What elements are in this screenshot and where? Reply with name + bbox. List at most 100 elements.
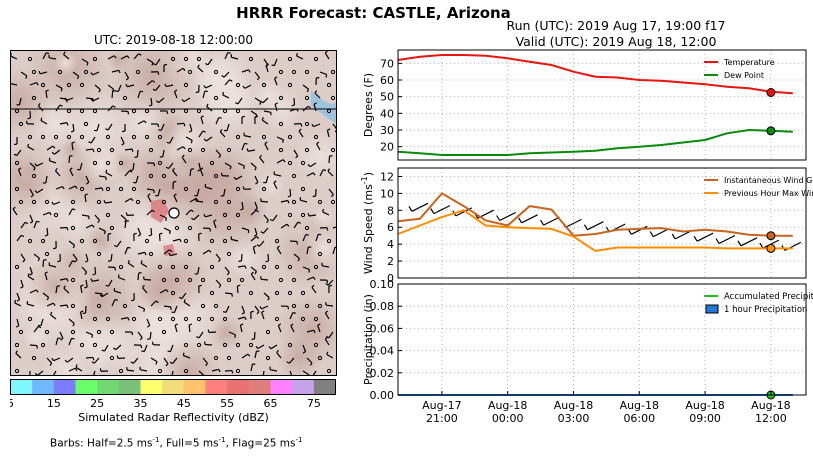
legend-label: 1 hour Precipitation xyxy=(724,305,807,315)
wind-barb-tick xyxy=(220,172,223,176)
calm-wind-mark xyxy=(291,277,297,283)
calm-wind-mark xyxy=(313,342,319,348)
wind-barb xyxy=(68,185,76,190)
wind-barb-tick xyxy=(309,362,313,366)
calm-wind-mark xyxy=(131,134,137,140)
wind-barb xyxy=(185,136,193,141)
wind-barb xyxy=(140,369,148,372)
wind-barb xyxy=(114,290,122,294)
wind-barb xyxy=(17,169,22,177)
wind-barb xyxy=(37,370,44,375)
wind-barb-tick xyxy=(142,284,145,288)
wind-barb-tick xyxy=(63,51,66,55)
wind-barb xyxy=(11,83,18,86)
calm-wind-mark xyxy=(53,212,59,218)
wind-barb xyxy=(172,357,178,364)
wind-barb xyxy=(260,278,269,281)
wind-barb-tick xyxy=(12,206,16,210)
wind-barb-tick xyxy=(36,82,39,86)
y-tick-label: 0.04 xyxy=(370,345,395,358)
wind-barb-tick xyxy=(203,85,207,89)
wind-barb xyxy=(317,325,321,333)
wind-barb xyxy=(69,169,74,177)
calm-wind-mark xyxy=(31,173,37,179)
wind-barb xyxy=(16,234,22,242)
wind-barb-tick xyxy=(327,128,331,131)
calm-wind-mark xyxy=(187,277,193,283)
wind-barb xyxy=(258,240,265,247)
wind-barb xyxy=(276,352,282,359)
wind-barb xyxy=(183,301,191,307)
wind-barb xyxy=(185,209,192,216)
wind-barb xyxy=(261,305,269,310)
calm-wind-mark xyxy=(79,238,85,244)
calm-wind-mark xyxy=(196,316,202,322)
calm-wind-mark xyxy=(70,329,76,335)
wind-barb-tick xyxy=(248,69,251,73)
calm-wind-mark xyxy=(187,225,193,231)
wind-barb-tick xyxy=(131,299,135,302)
wind-barb xyxy=(120,136,125,144)
wind-barb xyxy=(42,259,45,268)
wind-barb-tick xyxy=(254,208,258,211)
calm-wind-mark xyxy=(317,251,323,257)
wind-barb xyxy=(215,279,222,286)
wind-barb xyxy=(137,305,145,310)
wind-barb xyxy=(332,123,336,130)
wind-barb-tick xyxy=(174,89,178,92)
wind-barb xyxy=(215,149,222,156)
wind-barb-tick xyxy=(138,53,142,56)
calm-wind-mark xyxy=(248,290,254,296)
wind-barb xyxy=(20,221,26,229)
wind-barb xyxy=(163,249,170,255)
wind-barb xyxy=(205,214,213,218)
calm-wind-mark xyxy=(66,134,72,140)
wind-barb-tick xyxy=(203,138,207,142)
wind-barb-tick xyxy=(140,344,143,349)
wind-barb xyxy=(124,197,132,203)
wind-barb xyxy=(59,226,68,229)
wind-barb-tick xyxy=(157,71,160,75)
wind-barb-tick xyxy=(60,88,63,92)
wind-barb-tick xyxy=(302,351,306,354)
wind-barb xyxy=(202,357,208,364)
wind-barb xyxy=(146,209,153,216)
wind-barb-tick xyxy=(66,304,69,309)
calm-wind-mark xyxy=(40,238,46,244)
wind-barb xyxy=(72,71,80,77)
wind-barb-tick xyxy=(325,283,329,286)
wind-barb xyxy=(259,157,265,164)
calm-wind-mark xyxy=(187,69,193,75)
calm-wind-mark xyxy=(135,199,141,205)
wind-barb xyxy=(521,214,538,224)
wind-barb xyxy=(261,119,269,125)
wind-barb-tick xyxy=(183,299,186,303)
wind-barb xyxy=(293,253,300,259)
wind-barb xyxy=(172,170,178,177)
wind-barb-tick xyxy=(44,271,48,274)
wind-barb-tick xyxy=(124,219,127,223)
wind-barb xyxy=(29,188,34,196)
calm-wind-mark xyxy=(109,225,115,231)
calm-wind-mark xyxy=(118,368,124,374)
wind-barb xyxy=(254,227,258,235)
plot-frame xyxy=(397,49,807,161)
calm-wind-mark xyxy=(248,342,254,348)
calm-wind-mark xyxy=(14,186,20,192)
wind-barb-tick xyxy=(165,217,167,221)
calm-wind-mark xyxy=(274,316,280,322)
wind-barb xyxy=(27,303,35,307)
wind-barb xyxy=(143,278,152,281)
wind-barb-tick xyxy=(74,259,78,263)
wind-barb xyxy=(188,324,191,333)
wind-barb-tick xyxy=(207,329,210,333)
wind-barb-tick xyxy=(287,200,290,204)
calm-wind-mark xyxy=(148,251,154,257)
wind-barb xyxy=(198,370,205,375)
wind-barb-tick xyxy=(66,227,69,231)
colorbar-tick-label: 55 xyxy=(220,397,234,410)
wind-barb-tick xyxy=(74,367,78,372)
calm-wind-mark xyxy=(92,238,98,244)
wind-barb-tick xyxy=(274,76,278,79)
